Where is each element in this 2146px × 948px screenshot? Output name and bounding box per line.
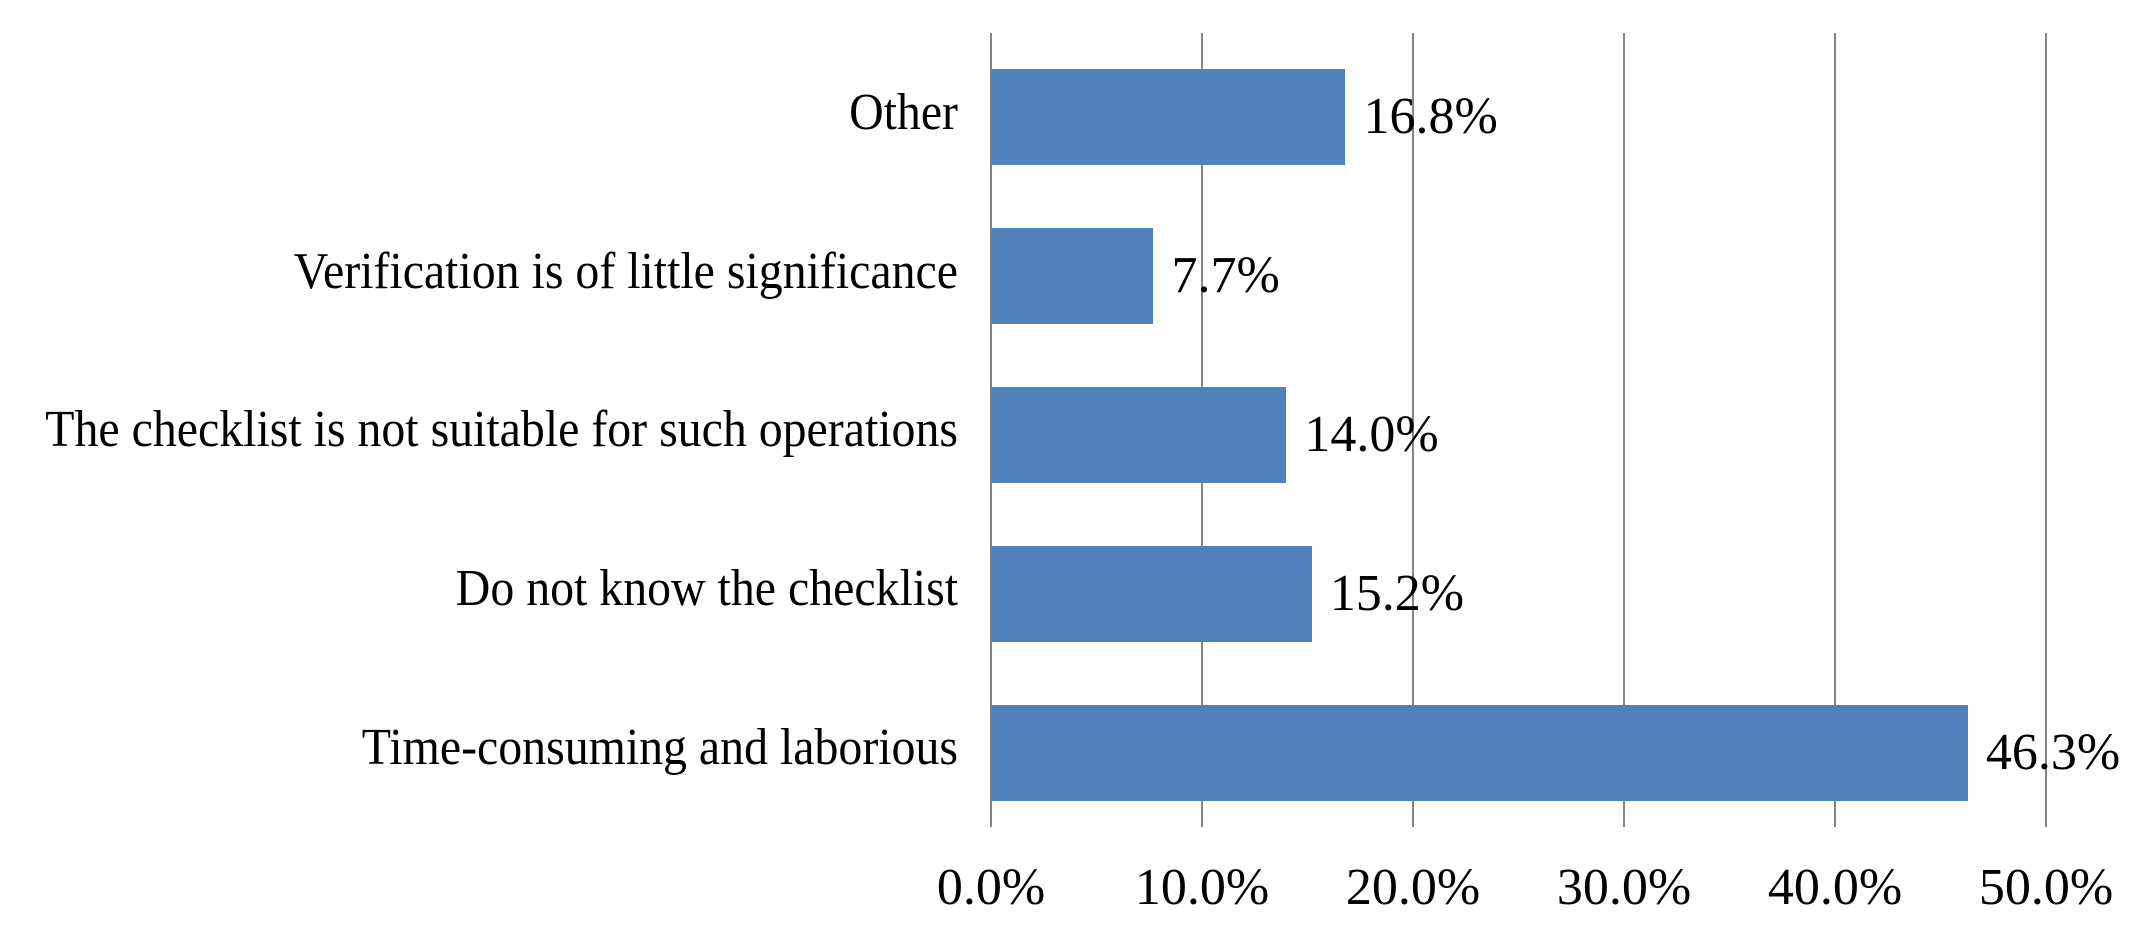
- gridline-50.0%: [2045, 33, 2047, 827]
- bar-2: [991, 228, 1154, 325]
- x-tick-label-10.0%: 10.0%: [1134, 859, 1270, 916]
- x-tick-label-50.0%: 50.0%: [1978, 859, 2114, 916]
- bar-4: [991, 545, 1312, 642]
- x-tick-label-30.0%: 30.0%: [1556, 859, 1692, 916]
- category-label-3: The checklist is not suitable for such o…: [45, 401, 959, 459]
- gridline-40.0%: [1834, 33, 1836, 827]
- bar-1: [991, 69, 1346, 166]
- category-label-4: Do not know the checklist: [455, 560, 958, 618]
- bar-3: [991, 387, 1287, 483]
- category-label-5: Time-consuming and laborious: [361, 719, 958, 777]
- category-label-2: Verification is of little significance: [293, 242, 958, 300]
- gridline-30.0%: [1623, 33, 1625, 827]
- bar-5: [991, 704, 1968, 801]
- x-tick-label-20.0%: 20.0%: [1345, 859, 1481, 916]
- plot-area: [990, 33, 2047, 827]
- value-label-4: 15.2%: [1329, 564, 1465, 622]
- x-axis: 0.0% 10.0% 20.0% 30.0% 40.0% 50.0%: [0, 858, 2146, 928]
- gridline-20.0%: [1412, 33, 1414, 827]
- x-tick-label-40.0%: 40.0%: [1767, 859, 1903, 916]
- value-label-3: 14.0%: [1304, 406, 1439, 463]
- value-label-1: 16.8%: [1363, 88, 1498, 146]
- x-tick-label-0.0%: 0.0%: [936, 859, 1046, 916]
- value-label-2: 7.7%: [1171, 247, 1280, 305]
- value-label-5: 46.3%: [1985, 723, 2121, 781]
- category-label-1: Other: [849, 83, 958, 141]
